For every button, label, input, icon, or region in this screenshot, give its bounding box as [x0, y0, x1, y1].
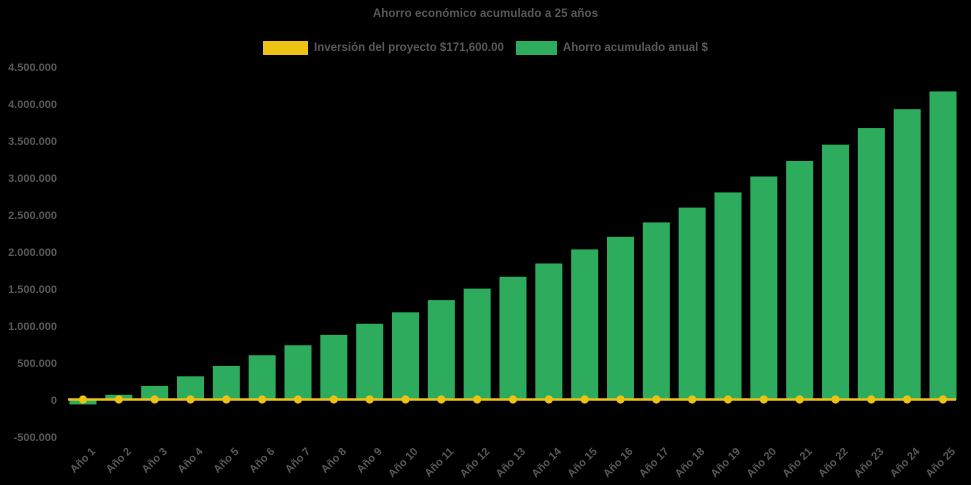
investment-line-marker [652, 395, 661, 404]
investment-line-marker [688, 395, 697, 404]
investment-line-marker [616, 395, 625, 404]
bar-ano-11 [427, 300, 455, 400]
bar-ano-25 [929, 91, 957, 401]
x-tick-label-ano-1: Año 1 [68, 446, 98, 476]
x-tick-label-ano-20: Año 20 [745, 446, 779, 480]
bar-ano-21 [786, 160, 814, 400]
legend-label-savings: Ahorro acumulado anual $ [562, 42, 708, 54]
investment-line-marker [723, 395, 733, 404]
investment-line-marker [831, 395, 840, 404]
x-tick-label-ano-15: Año 15 [565, 446, 599, 480]
x-tick-label-ano-25: Año 25 [924, 446, 958, 480]
bar-ano-22 [822, 144, 849, 400]
investment-line-marker [938, 395, 948, 404]
y-tick-label: 3.000.000 [8, 173, 57, 185]
x-tick-label-ano-6: Año 6 [247, 446, 277, 476]
y-tick-label: 1.500.000 [8, 284, 57, 296]
x-tick-label-ano-22: Año 22 [816, 446, 850, 480]
investment-line-marker [329, 395, 338, 404]
bar-ano-3 [141, 385, 169, 400]
legend-item-investment: Inversión del proyecto $171,600.00 [263, 41, 504, 55]
bar-ano-13 [499, 276, 527, 400]
bar-ano-24 [893, 109, 921, 401]
legend-label-investment: Inversión del proyecto $171,600.00 [314, 42, 504, 54]
x-tick-label-ano-7: Año 7 [283, 446, 313, 476]
investment-line-marker [365, 395, 374, 404]
chart-title: Ahorro económico acumulado a 25 años [372, 8, 599, 20]
investment-line-marker [437, 395, 446, 404]
y-tick-label: -500.000 [14, 432, 57, 444]
y-tick-label: 2.000.000 [8, 247, 57, 259]
y-tick-label: 3.500.000 [8, 136, 57, 148]
bar-ano-15 [571, 249, 599, 400]
investment-line-marker [78, 395, 88, 404]
x-tick-label-ano-24: Año 24 [888, 445, 923, 480]
bar-ano-4 [177, 376, 204, 400]
investment-line-marker [759, 395, 768, 404]
investment-line-marker [258, 395, 267, 404]
investment-line-marker [293, 395, 303, 404]
bar-ano-9 [356, 323, 384, 400]
investment-line-marker [114, 395, 123, 404]
investment-line-marker [867, 395, 876, 404]
y-tick-label: 0 [51, 395, 57, 407]
bar-ano-6 [248, 355, 276, 400]
legend-item-savings: Ahorro acumulado anual $ [515, 41, 708, 55]
bar-ano-5 [212, 365, 240, 400]
investment-line-marker [580, 395, 589, 404]
x-tick-label-ano-14: Año 14 [530, 445, 565, 480]
y-tick-label: 2.500.000 [8, 210, 57, 222]
y-tick-label: 4.500.000 [8, 62, 57, 74]
investment-line-marker [222, 395, 231, 404]
x-tick-label-ano-17: Año 17 [637, 446, 671, 480]
investment-line-swatch-icon [263, 41, 309, 55]
x-tick-label-ano-13: Año 13 [494, 446, 528, 480]
investment-line-marker [473, 395, 482, 404]
x-tick-label-ano-5: Año 5 [211, 446, 241, 476]
y-tick-label: 500.000 [17, 358, 57, 370]
investment-line-marker [544, 395, 553, 404]
bar-ano-14 [535, 263, 563, 400]
investment-line-marker [795, 395, 804, 404]
bar-ano-19 [714, 192, 742, 400]
bar-ano-12 [463, 288, 491, 400]
x-tick-label-ano-2: Año 2 [104, 446, 134, 476]
x-tick-label-ano-8: Año 8 [319, 446, 349, 476]
x-tick-label-ano-21: Año 21 [780, 446, 814, 480]
x-tick-label-ano-12: Año 12 [458, 446, 492, 480]
x-tick-label-ano-3: Año 3 [140, 446, 170, 476]
x-tick-label-ano-10: Año 10 [386, 446, 420, 480]
investment-line-marker [150, 395, 159, 404]
x-tick-label-ano-16: Año 16 [601, 446, 635, 480]
bar-ano-8 [320, 334, 348, 400]
bar-ano-18 [678, 207, 706, 400]
y-tick-label: 1.000.000 [8, 321, 57, 333]
savings-bar-swatch-icon [515, 41, 557, 55]
bar-ano-23 [857, 128, 885, 401]
bar-ano-16 [607, 236, 634, 400]
x-tick-label-ano-19: Año 19 [709, 446, 743, 480]
bar-ano-17 [642, 222, 670, 400]
y-tick-label: 4.000.000 [8, 99, 57, 111]
investment-line-marker [186, 395, 195, 404]
x-tick-label-ano-11: Año 11 [422, 446, 456, 480]
x-tick-label-ano-4: Año 4 [176, 445, 207, 476]
x-tick-label-ano-9: Año 9 [355, 446, 385, 476]
investment-line-marker [401, 395, 410, 404]
investment-line-marker [508, 395, 518, 404]
legend: Inversión del proyecto $171,600.00 Ahorr… [0, 41, 971, 55]
investment-line-marker [903, 395, 912, 404]
bar-ano-10 [392, 312, 419, 400]
x-tick-label-ano-18: Año 18 [673, 446, 707, 480]
x-tick-label-ano-23: Año 23 [852, 446, 886, 480]
bar-ano-20 [750, 176, 778, 400]
bar-ano-7 [284, 345, 312, 400]
